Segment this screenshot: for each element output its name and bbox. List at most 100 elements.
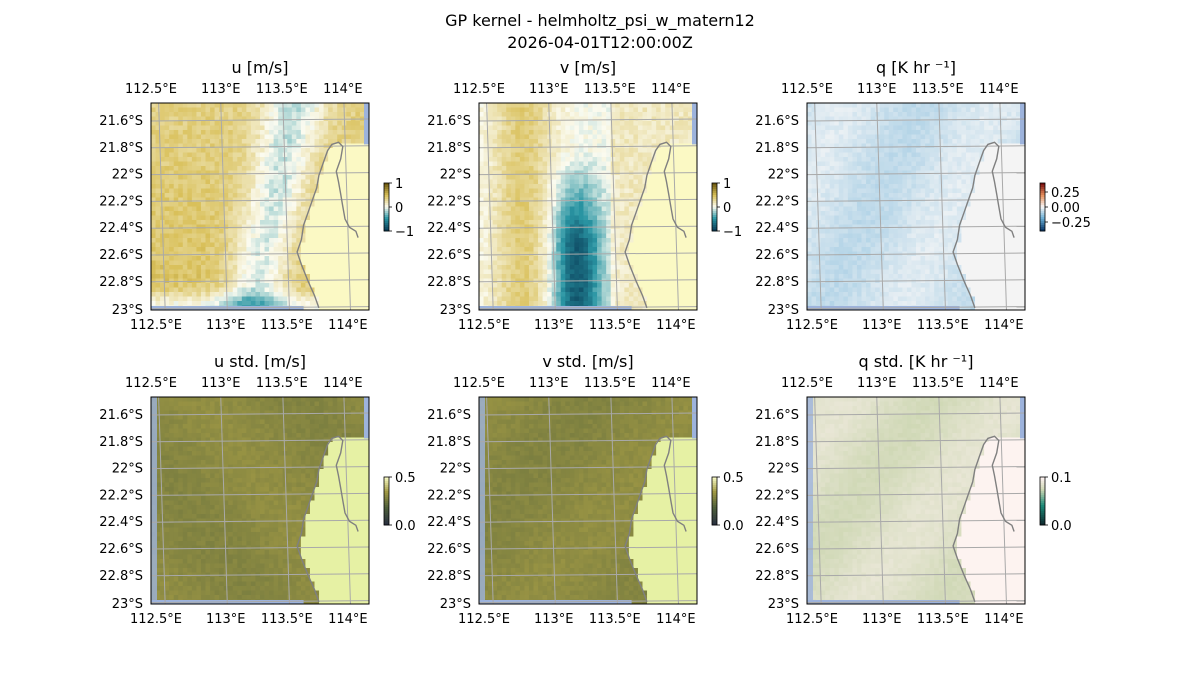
- heatmap-cell: [970, 112, 976, 117]
- heatmap-cell: [637, 184, 643, 189]
- heatmap-cell: [214, 233, 220, 239]
- heatmap-cell: [364, 166, 370, 171]
- heatmap-cell: [678, 157, 684, 162]
- y-tick-label: 22.2°S: [99, 194, 143, 209]
- heatmap-cell: [547, 202, 553, 207]
- heatmap-cell: [492, 202, 498, 207]
- heatmap-cell: [533, 233, 539, 239]
- heatmap-cell: [838, 125, 844, 131]
- heatmap-cell: [642, 193, 648, 198]
- heatmap-cell: [173, 206, 179, 212]
- heatmap-cell: [870, 130, 876, 135]
- heatmap-cell: [264, 116, 270, 122]
- heatmap-cell: [337, 130, 343, 135]
- heatmap-cell: [479, 143, 484, 149]
- heatmap-cell: [309, 215, 315, 221]
- heatmap-cell: [683, 179, 689, 185]
- heatmap-cell: [305, 247, 311, 252]
- heatmap-cell: [651, 125, 657, 131]
- heatmap-cell: [669, 242, 675, 248]
- heatmap-cell: [223, 202, 229, 207]
- heatmap-cell: [560, 179, 566, 185]
- heatmap-cell: [588, 166, 593, 171]
- heatmap-cell: [533, 211, 539, 216]
- heatmap-cell: [350, 283, 356, 288]
- heatmap-cell: [624, 238, 630, 243]
- heatmap-cell: [214, 238, 220, 243]
- heatmap-cell: [359, 157, 365, 162]
- heatmap-cell: [187, 134, 193, 140]
- heatmap-cell: [241, 116, 247, 122]
- heatmap-cell: [665, 152, 671, 158]
- heatmap-cell: [282, 229, 288, 234]
- heatmap-cell: [341, 278, 347, 284]
- heatmap-cell: [323, 256, 329, 261]
- heatmap-cell: [278, 265, 284, 270]
- heatmap-cell: [350, 121, 356, 126]
- heatmap-cell: [205, 188, 211, 194]
- heatmap-cell: [501, 260, 507, 266]
- heatmap-cell: [934, 107, 940, 113]
- heatmap-cell: [191, 233, 197, 239]
- heatmap-cell: [359, 161, 365, 167]
- heatmap-cell: [210, 121, 215, 126]
- heatmap-cell: [565, 148, 571, 153]
- heatmap-cell: [196, 220, 202, 225]
- y-tick-label: 22.6°S: [427, 248, 471, 263]
- heatmap-cell: [565, 107, 571, 113]
- heatmap-cell: [647, 112, 652, 117]
- heatmap-cell: [669, 260, 675, 266]
- heatmap-cell: [633, 229, 639, 234]
- heatmap-cell: [173, 130, 179, 135]
- heatmap-cell: [678, 233, 684, 239]
- heatmap-cell: [811, 116, 817, 122]
- heatmap-cell: [574, 296, 580, 302]
- heatmap-cell: [196, 224, 202, 230]
- heatmap-cell: [556, 166, 562, 171]
- heatmap-cell: [515, 139, 521, 144]
- heatmap-cell: [296, 193, 302, 198]
- heatmap-cell: [497, 202, 503, 207]
- heatmap-cell: [628, 179, 634, 185]
- heatmap-cell: [637, 148, 643, 153]
- colorbar: 10−1: [711, 177, 742, 240]
- heatmap-cell: [273, 179, 279, 185]
- heatmap-cell: [501, 148, 507, 153]
- heatmap-cell: [359, 206, 365, 212]
- heatmap-cell: [687, 107, 693, 113]
- heatmap-cell: [282, 274, 288, 279]
- heatmap-cell: [615, 116, 621, 122]
- panel-frame: [478, 102, 698, 311]
- heatmap-cell: [560, 242, 566, 248]
- heatmap-cell: [578, 143, 584, 149]
- colorbar-swatch: [384, 205, 389, 208]
- heatmap-cell: [309, 139, 315, 144]
- heatmap-cell: [501, 125, 507, 131]
- heatmap-cell: [506, 148, 512, 153]
- heatmap-cell: [350, 220, 356, 225]
- heatmap-cell: [651, 215, 657, 221]
- heatmap-cell: [615, 161, 621, 167]
- heatmap-cell: [683, 220, 689, 225]
- heatmap-cell: [578, 260, 584, 266]
- heatmap-cell: [319, 125, 324, 131]
- heatmap-cell: [219, 211, 225, 216]
- heatmap-cell: [929, 134, 935, 140]
- heatmap-cell: [479, 287, 484, 293]
- heatmap-cell: [255, 242, 261, 248]
- heatmap-cell: [565, 103, 571, 108]
- heatmap-cell: [524, 283, 530, 288]
- heatmap-cell: [542, 265, 548, 270]
- heatmap-cell: [665, 161, 671, 167]
- heatmap-cell: [196, 197, 202, 203]
- heatmap-cell: [628, 166, 634, 171]
- heatmap-cell: [660, 130, 666, 135]
- heatmap-cell: [965, 134, 971, 140]
- heatmap-cell: [328, 238, 334, 243]
- heatmap-cell: [556, 292, 562, 297]
- heatmap-cell: [492, 116, 498, 122]
- heatmap-cell: [993, 134, 999, 140]
- heatmap-cell: [255, 170, 261, 176]
- heatmap-cell: [683, 161, 689, 167]
- heatmap-cell: [610, 130, 616, 135]
